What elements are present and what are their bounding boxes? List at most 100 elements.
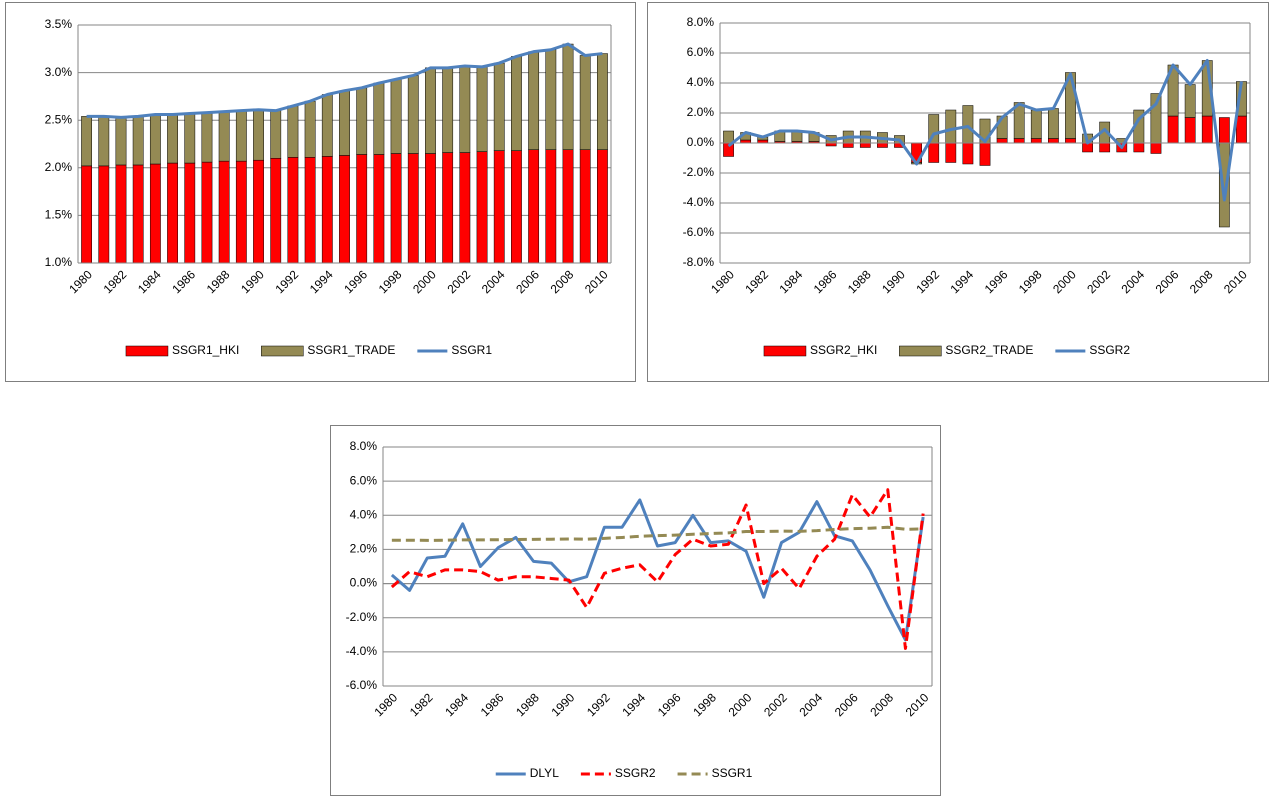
bar (1013, 102, 1025, 139)
bar (425, 67, 436, 154)
bar (1218, 117, 1230, 144)
bar (723, 130, 734, 144)
bar (390, 79, 402, 154)
y-tick-label: -4.0% (683, 195, 715, 209)
y-tick-label: -2.0% (346, 610, 378, 624)
bar (979, 142, 991, 166)
y-tick-label: 6.0% (350, 473, 378, 487)
bar (596, 53, 608, 150)
bar (1201, 115, 1213, 144)
bar (511, 56, 522, 151)
bar (962, 105, 974, 144)
y-tick-label: 8.0% (687, 15, 715, 29)
y-tick-label: 2.0% (350, 542, 378, 556)
bar (579, 149, 591, 264)
bar (132, 164, 144, 264)
bar (339, 155, 350, 264)
legend-swatch (125, 345, 169, 357)
bar (859, 142, 871, 148)
y-tick-label: 4.0% (687, 75, 715, 89)
bar (1048, 138, 1059, 144)
line-series (391, 525, 924, 542)
bar (1150, 142, 1162, 154)
line-series (86, 42, 603, 119)
bar (373, 154, 385, 264)
y-tick-label: 8.0% (350, 439, 378, 453)
bar (493, 150, 505, 264)
y-tick-label: 1.0% (45, 255, 73, 269)
bar (1236, 81, 1247, 117)
y-tick-label: 3.5% (45, 17, 73, 31)
legend-label: SSGR1 (451, 343, 492, 357)
legend-label: SSGR2_TRADE (945, 343, 1033, 357)
bar (562, 43, 574, 150)
bar (167, 114, 178, 164)
bar (928, 142, 940, 163)
legend-label: SSGR2_HKI (810, 343, 877, 357)
legend-label: DLYL (530, 766, 559, 780)
bar (81, 116, 93, 167)
bar (184, 162, 196, 264)
y-tick-label: -6.0% (346, 678, 378, 692)
legend-swatch (763, 345, 807, 357)
bar (996, 138, 1008, 144)
bar (81, 165, 93, 264)
y-tick-label: 6.0% (687, 45, 715, 59)
bar (373, 82, 385, 155)
bar (1099, 142, 1111, 153)
y-tick-label: 0.0% (687, 135, 715, 149)
bar (98, 116, 110, 167)
bar (1236, 115, 1247, 144)
bar (270, 158, 282, 264)
chart-frame (330, 425, 941, 796)
y-tick-label: 4.0% (350, 507, 378, 521)
bar (1065, 138, 1076, 144)
bar (321, 156, 333, 264)
bar (945, 109, 957, 144)
bar (201, 161, 213, 264)
chart-frame (647, 2, 1269, 382)
legend-label: SSGR1_TRADE (307, 343, 395, 357)
bar (425, 153, 436, 264)
bar (253, 109, 264, 161)
bar (476, 66, 488, 152)
y-tick-label: 2.5% (45, 112, 73, 126)
bar (1013, 138, 1025, 144)
line-series (727, 59, 1243, 202)
bar (1048, 108, 1059, 139)
bar (962, 142, 974, 165)
bar (1167, 115, 1179, 144)
bar (339, 90, 350, 156)
y-tick-label: 2.0% (45, 160, 73, 174)
bar (562, 149, 574, 264)
y-tick-label: -6.0% (683, 225, 715, 239)
bar (1133, 142, 1145, 153)
bar (493, 62, 505, 151)
bar (304, 157, 316, 264)
bar (270, 110, 282, 159)
line-series (390, 488, 925, 650)
bar (287, 105, 299, 158)
bar (442, 152, 454, 264)
bar (511, 150, 522, 264)
bar (287, 157, 299, 264)
bar (356, 154, 368, 264)
bar (98, 165, 110, 264)
bar (356, 87, 368, 155)
bar (1184, 117, 1196, 144)
legend-label: SSGR1_HKI (172, 343, 239, 357)
bar (476, 151, 488, 264)
bar (201, 112, 213, 163)
bar (579, 55, 591, 150)
y-tick-label: 3.0% (45, 65, 73, 79)
bar (1184, 84, 1196, 118)
y-tick-label: 0.0% (350, 576, 378, 590)
bar (1030, 109, 1042, 139)
bar (149, 114, 161, 165)
bar (167, 162, 178, 264)
bar (407, 75, 419, 154)
bar (218, 111, 230, 162)
bar (945, 142, 957, 163)
bar (235, 160, 247, 264)
